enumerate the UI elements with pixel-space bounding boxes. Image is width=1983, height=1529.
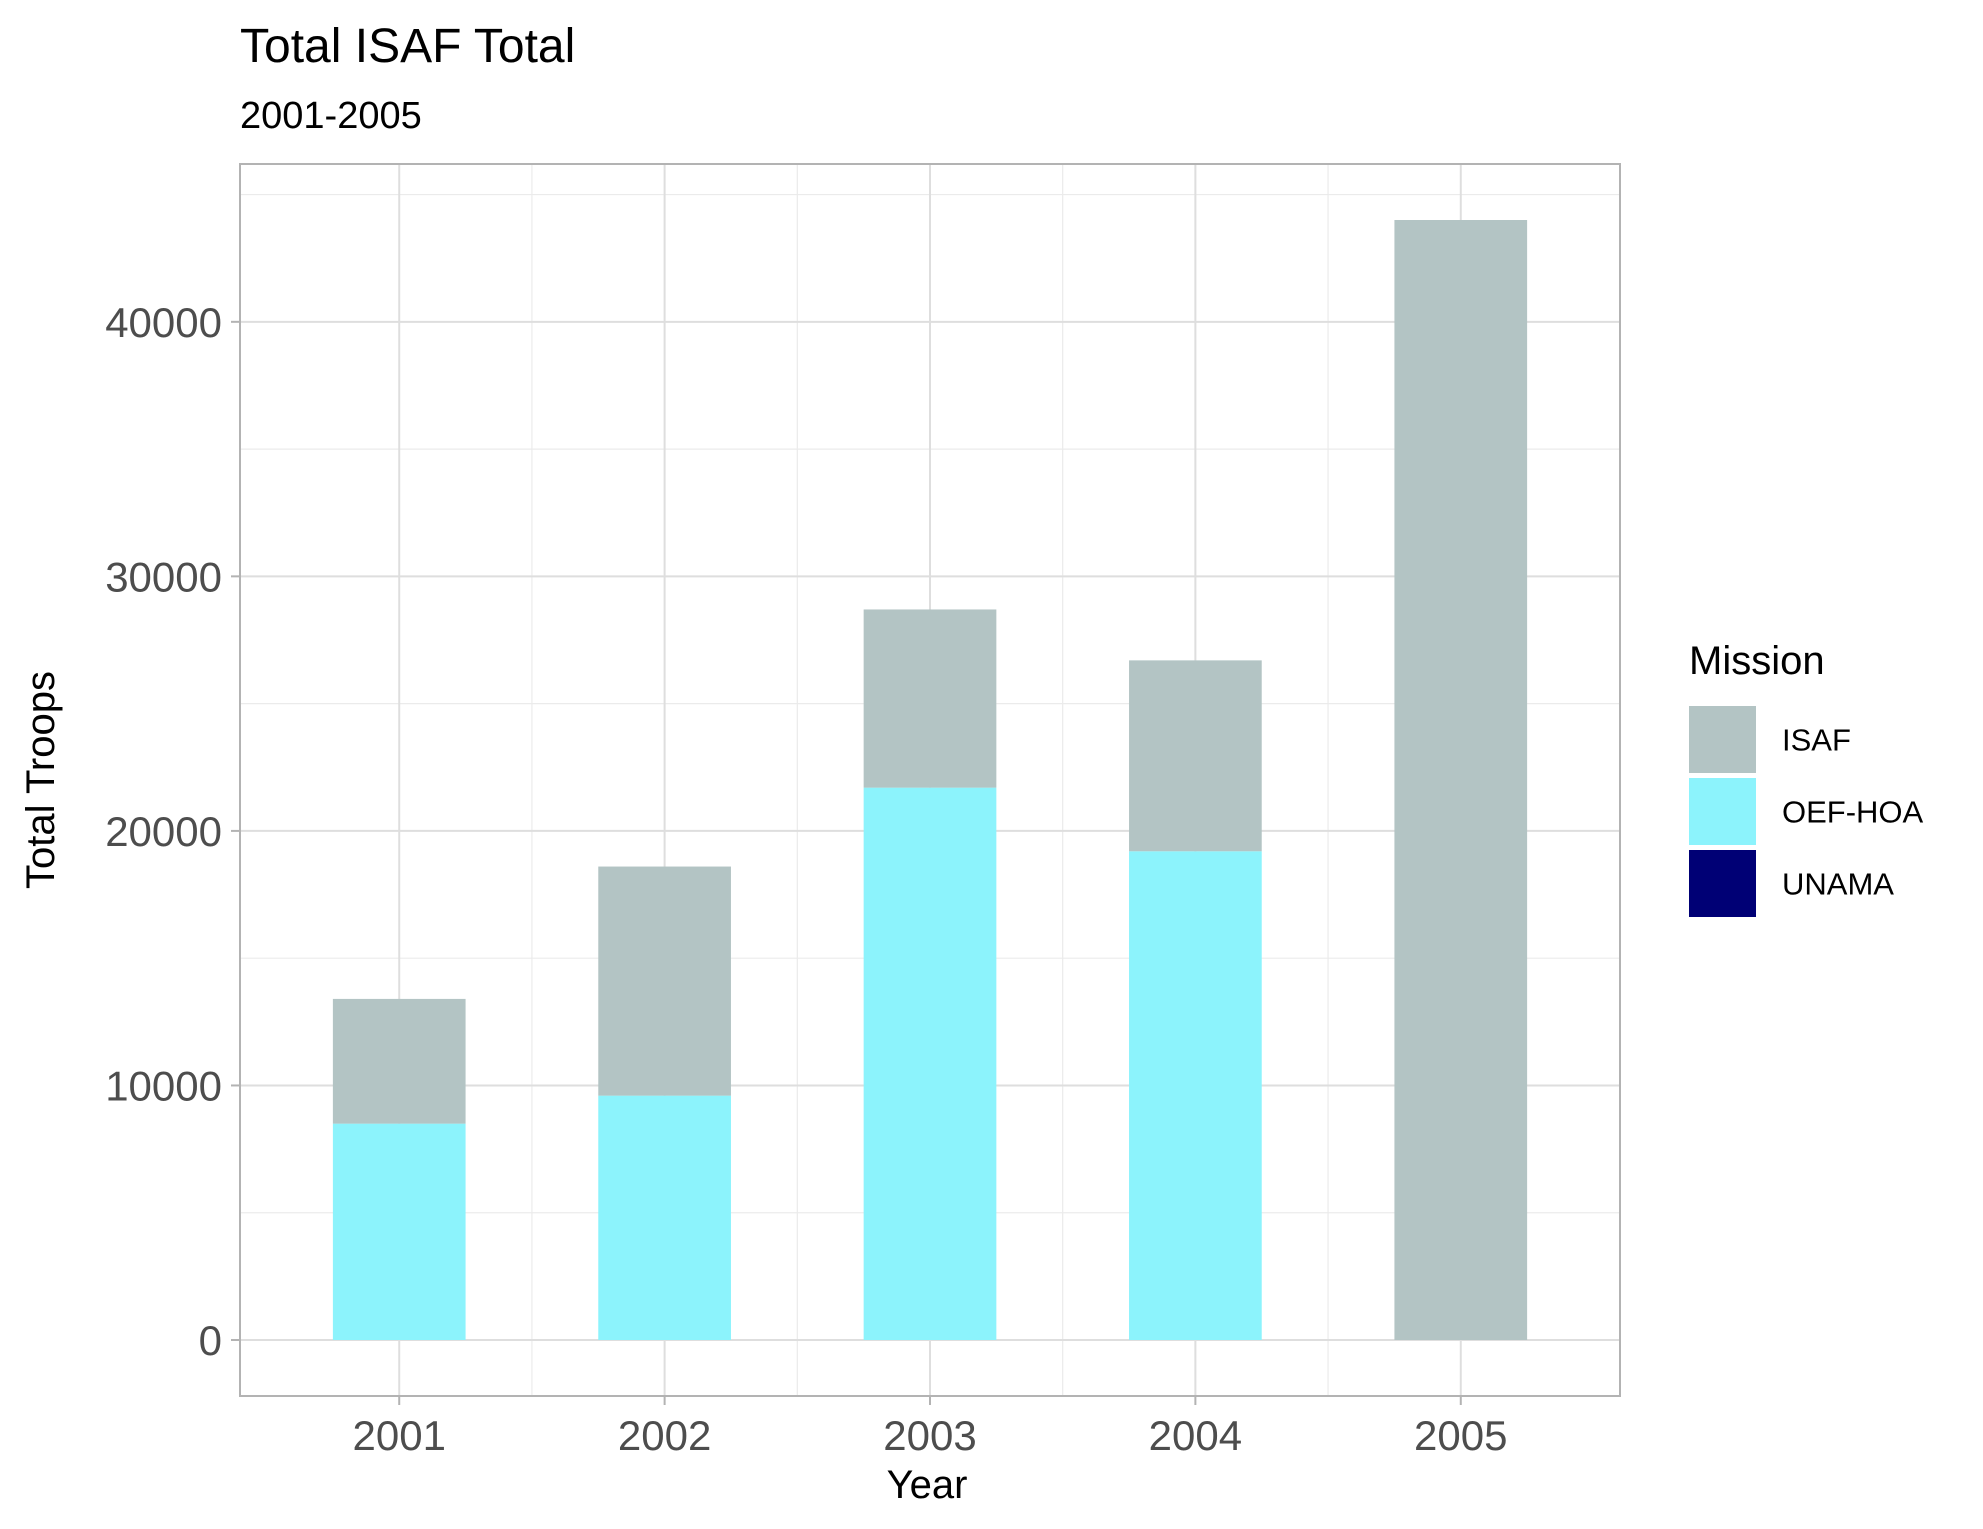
y-axis: 0 10000 20000 30000 40000 xyxy=(105,299,240,1364)
bar-isaf-2004 xyxy=(1129,660,1262,852)
y-tick-label: 10000 xyxy=(105,1062,222,1109)
x-axis: 2001 2002 2003 2004 2005 xyxy=(353,1396,1507,1459)
bar-isaf-2005 xyxy=(1394,220,1528,1340)
y-tick-label: 30000 xyxy=(105,553,222,600)
bar-oef-hoa-2001 xyxy=(332,1123,466,1340)
legend-key-isaf xyxy=(1689,706,1756,773)
bar-isaf-2003 xyxy=(863,609,997,788)
bar-isaf-2001 xyxy=(332,998,466,1124)
legend-key-unama xyxy=(1689,850,1756,917)
legend-label-oef-hoa: OEF-HOA xyxy=(1782,795,1924,830)
x-tick-label: 2003 xyxy=(883,1412,976,1459)
legend-label-isaf: ISAF xyxy=(1782,723,1851,758)
x-axis-title: Year xyxy=(887,1463,968,1507)
chart-title: Total ISAF Total xyxy=(240,20,575,73)
x-tick-label: 2004 xyxy=(1149,1412,1242,1459)
x-tick-label: 2005 xyxy=(1414,1412,1507,1459)
y-tick-label: 0 xyxy=(199,1317,222,1364)
legend-key-oef-hoa xyxy=(1689,778,1756,845)
bars xyxy=(332,220,1528,1340)
legend-title: Mission xyxy=(1689,639,1825,683)
y-axis-title: Total Troops xyxy=(19,671,63,889)
bar-oef-hoa-2002 xyxy=(598,1095,731,1340)
x-tick-label: 2002 xyxy=(618,1412,711,1459)
y-tick-label: 20000 xyxy=(105,808,222,855)
legend: Mission ISAF OEF-HOA UNAMA xyxy=(1689,639,1924,917)
bar-oef-hoa-2004 xyxy=(1129,851,1262,1340)
bar-isaf-2002 xyxy=(598,866,731,1096)
y-tick-label: 40000 xyxy=(105,299,222,346)
bar-oef-hoa-2003 xyxy=(863,787,997,1340)
legend-label-unama: UNAMA xyxy=(1782,867,1894,902)
chart-subtitle: 2001-2005 xyxy=(240,95,422,137)
x-tick-label: 2001 xyxy=(353,1412,446,1459)
